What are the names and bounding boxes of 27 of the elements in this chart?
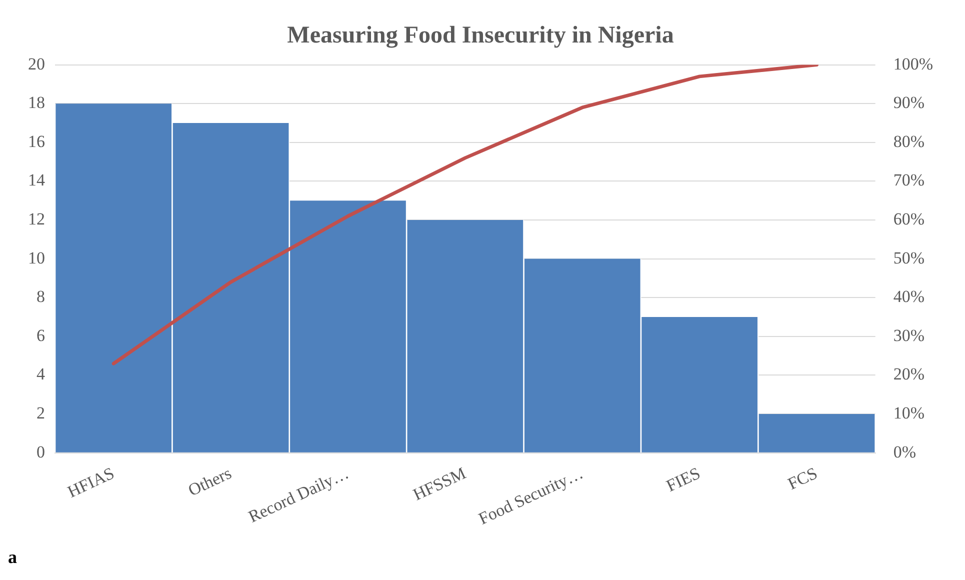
x-tick-label: FCS: [784, 464, 820, 494]
y-tick-label: 14: [28, 170, 46, 190]
y-tick-label: 18: [28, 93, 45, 112]
y-tick-label: 4: [36, 364, 46, 384]
chart-title: Measuring Food Insecurity in Nigeria: [287, 22, 674, 49]
y-tick-label: 8: [36, 287, 45, 306]
y2-tick-label: 10%: [893, 403, 925, 422]
y2-tick-label: 50%: [893, 248, 925, 268]
y2-tick-label: 30%: [893, 326, 925, 345]
y2-tick-label: 80%: [893, 132, 925, 151]
text: a: [8, 547, 17, 568]
y-tick-label: 20: [28, 54, 45, 74]
y2-tick-label: 40%: [893, 287, 925, 306]
x-tick-label: FIES: [663, 464, 704, 496]
y2-tick-label: 20%: [893, 364, 925, 384]
y-tick-label: 0: [36, 442, 45, 462]
y-tick-label: 10: [28, 248, 45, 268]
y-tick-label: 6: [36, 326, 45, 345]
y2-tick-label: 0%: [893, 442, 916, 462]
y-tick-label: 16: [28, 132, 45, 151]
y2-tick-label: 60%: [893, 209, 925, 228]
y-tick-label: 2: [36, 403, 45, 422]
y2-tick-label: 100%: [893, 54, 934, 74]
x-tick-label: Others: [185, 464, 234, 500]
y2-tick-label: 90%: [893, 93, 925, 112]
y2-tick-label: 70%: [893, 170, 925, 190]
y-tick-label: 12: [28, 209, 45, 228]
